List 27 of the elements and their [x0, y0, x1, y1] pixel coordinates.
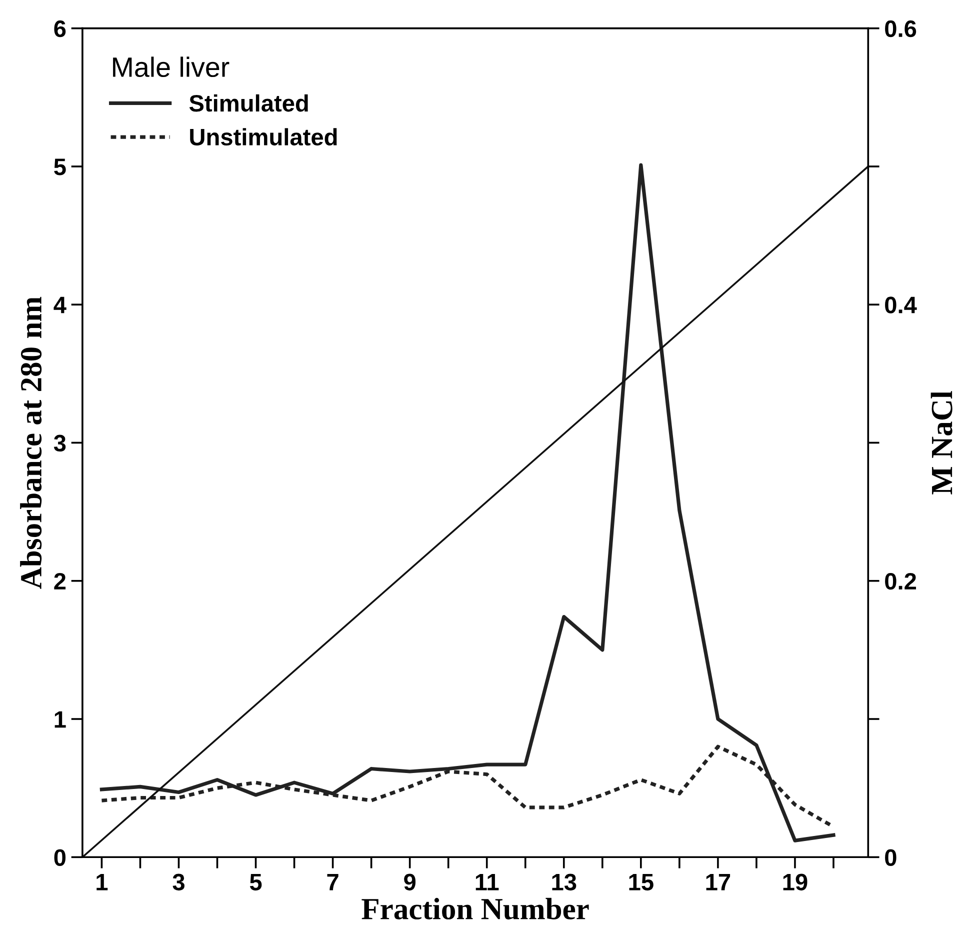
x-tick-label: 19 — [783, 874, 808, 890]
x-tick-label: 15 — [629, 874, 654, 890]
y-axis-title: Absorbance at 280 nm — [20, 296, 42, 589]
y-tick-label: 0 — [54, 849, 66, 866]
x-tick-label: 5 — [250, 874, 262, 890]
y2-tick-label: 0.4 — [885, 296, 917, 314]
y-tick-label: 3 — [54, 434, 66, 452]
y-tick-label: 4 — [54, 296, 66, 314]
x-tick-label: 17 — [706, 874, 730, 890]
y-tick-label: 5 — [54, 158, 66, 176]
y2-axis-title: M NaCl — [930, 391, 952, 494]
legend-title: Male liver — [113, 56, 230, 78]
x-tick-label: 3 — [172, 874, 184, 890]
x-tick-label: 13 — [552, 874, 576, 890]
y-tick-label: 6 — [54, 20, 66, 38]
y2-tick-label: 0.2 — [885, 572, 916, 590]
x-tick-label: 7 — [327, 874, 338, 890]
y-tick-label: 2 — [54, 572, 66, 590]
x-tick-label: 11 — [476, 874, 499, 890]
x-axis-title: Fraction Number — [362, 898, 589, 920]
x-tick-label: 1 — [96, 874, 108, 890]
legend-label: Unstimulated — [190, 128, 337, 146]
x-tick-label: 9 — [404, 874, 416, 890]
legend-label: Stimulated — [189, 94, 308, 112]
y2-tick-label: 0 — [885, 849, 896, 866]
y-tick-label: 1 — [54, 711, 66, 728]
y2-tick-label: 0.6 — [885, 20, 916, 38]
